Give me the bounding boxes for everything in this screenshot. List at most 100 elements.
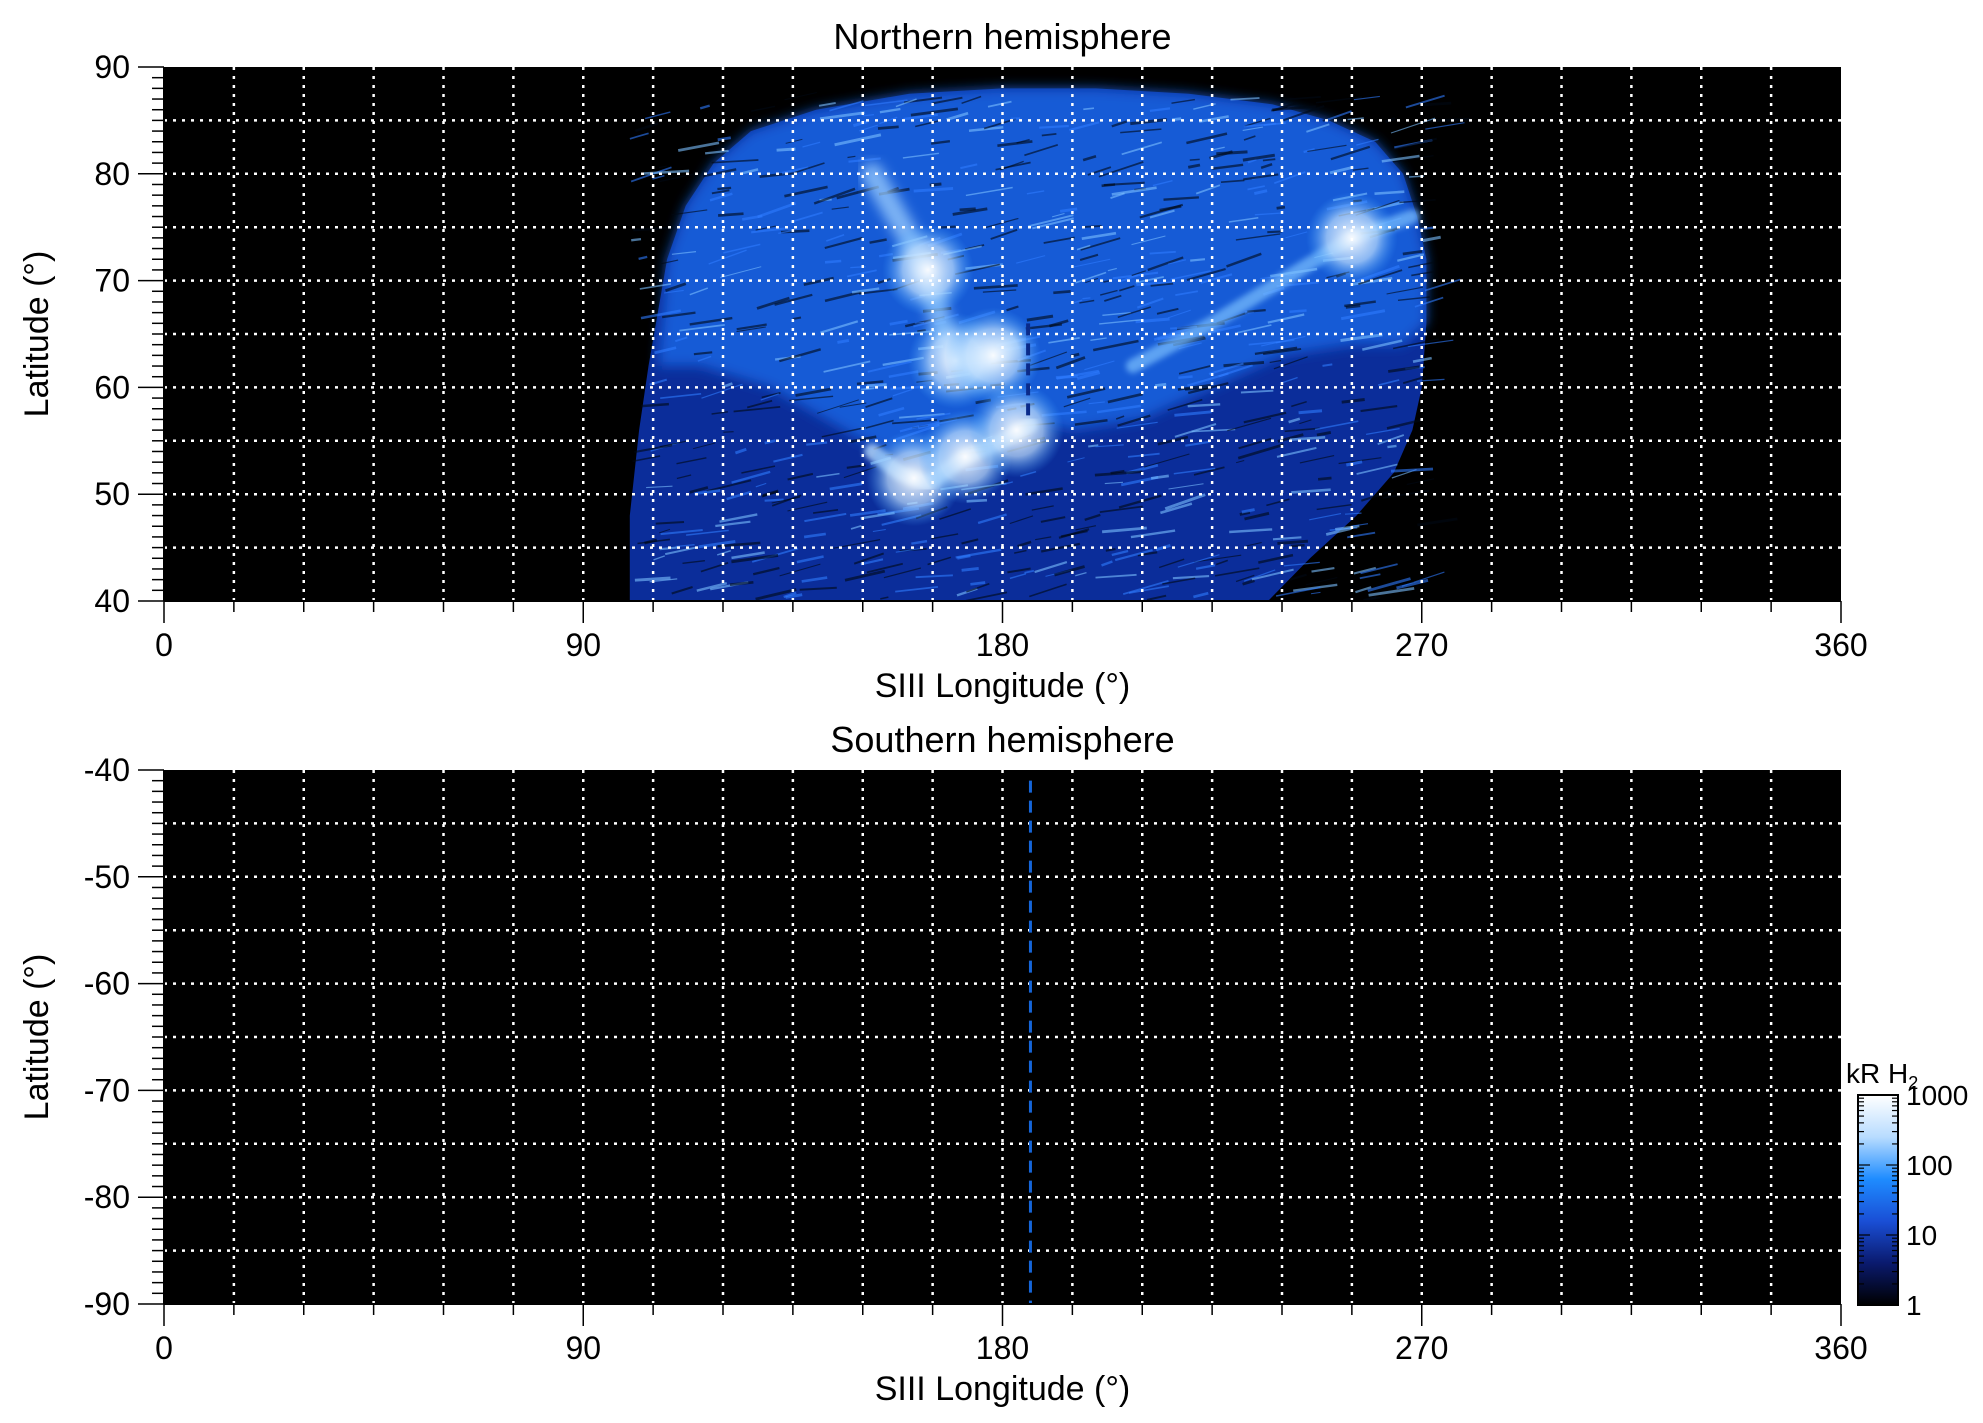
- emission-streak: [1299, 455, 1335, 464]
- emission-streak: [781, 166, 809, 175]
- emission-streak: [1102, 312, 1131, 316]
- emission-streak: [799, 586, 837, 591]
- emission-streak: [1325, 110, 1352, 122]
- emission-streak: [675, 544, 695, 548]
- emission-streak: [1027, 214, 1074, 228]
- emission-streak: [784, 185, 828, 198]
- emission-streak: [634, 444, 673, 454]
- emission-streak: [676, 474, 692, 480]
- emission-streak: [1220, 179, 1245, 184]
- emission-streak: [1356, 463, 1398, 475]
- emission-streak: [659, 440, 690, 448]
- emission-streak: [1098, 161, 1144, 178]
- bright-spot: [882, 224, 974, 316]
- emission-streak: [1390, 137, 1437, 152]
- emission-streak: [641, 402, 669, 408]
- emission-streak: [1358, 269, 1403, 286]
- emission-streak: [1075, 571, 1087, 577]
- colorbar-label-main: kR H: [1846, 1058, 1908, 1089]
- emission-streak: [1386, 418, 1423, 430]
- emission-streak: [1213, 146, 1225, 151]
- emission-streak: [965, 186, 1013, 197]
- emission-streak: [812, 509, 839, 514]
- emission-streak: [817, 399, 859, 414]
- emission-streak: [1228, 216, 1259, 223]
- emission-streak: [1289, 573, 1307, 581]
- emission-streak: [880, 596, 889, 600]
- emission-streak: [1049, 319, 1069, 328]
- emission-streak: [717, 186, 732, 191]
- emission-streak: [1115, 415, 1125, 420]
- emission-streak: [671, 251, 697, 255]
- x-tick-label: 270: [1395, 627, 1448, 663]
- emission-streak: [911, 539, 928, 545]
- emission-streak: [1229, 528, 1273, 534]
- emission-streak: [693, 351, 713, 356]
- emission-streak: [632, 455, 661, 463]
- emission-streak: [846, 269, 877, 278]
- emission-streak: [987, 100, 1012, 108]
- emission-streak: [1405, 94, 1445, 109]
- emission-streak: [1173, 467, 1216, 475]
- emission-streak: [1149, 209, 1175, 219]
- emission-streak: [1120, 128, 1162, 134]
- emission-streak: [1082, 297, 1091, 300]
- emission-streak: [1080, 237, 1121, 251]
- emission-streak: [1191, 428, 1236, 433]
- emission-streak: [982, 289, 1017, 293]
- emission-streak: [1048, 337, 1080, 344]
- emission-streak: [1187, 372, 1229, 387]
- emission-streak: [794, 162, 825, 174]
- emission-streak: [717, 541, 761, 548]
- emission-streak: [689, 316, 733, 326]
- emission-streak: [1099, 505, 1143, 513]
- emission-streak: [1254, 212, 1281, 216]
- emission-streak: [677, 141, 720, 152]
- emission-streak: [1236, 324, 1272, 334]
- emission-streak: [1273, 356, 1308, 370]
- y-tick-label: 40: [94, 583, 130, 619]
- emission-streak: [1193, 591, 1209, 599]
- emission-streak: [634, 576, 671, 582]
- emission-streak: [1238, 437, 1272, 450]
- emission-streak: [959, 207, 976, 212]
- colorbar-ticks: 1 10 100 1000: [1858, 1080, 1968, 1321]
- emission-streak: [1322, 363, 1333, 367]
- emission-streak: [1099, 319, 1142, 325]
- emission-streak: [968, 126, 1004, 133]
- emission-streak: [872, 528, 886, 533]
- emission-streak: [750, 105, 776, 112]
- emission-streak: [1214, 567, 1260, 577]
- emission-streak: [804, 512, 847, 523]
- emission-streak: [852, 120, 868, 128]
- emission-streak: [1009, 573, 1027, 580]
- emission-streak: [844, 569, 886, 582]
- emission-streak: [1374, 190, 1405, 195]
- emission-streak: [1158, 558, 1185, 569]
- emission-streak: [966, 583, 990, 593]
- emission-streak: [1162, 577, 1196, 585]
- north-emission-map: [629, 88, 1471, 601]
- emission-streak: [1189, 158, 1200, 161]
- emission-streak: [729, 581, 754, 586]
- y-tick-label: -70: [84, 1072, 130, 1108]
- emission-streak: [1130, 529, 1176, 539]
- emission-streak: [1163, 196, 1199, 201]
- emission-streak: [1066, 387, 1106, 399]
- emission-streak: [1092, 339, 1139, 352]
- emission-streak: [1096, 404, 1141, 414]
- emission-streak: [1367, 577, 1411, 593]
- emission-streak: [1242, 153, 1276, 162]
- emission-streak: [1193, 554, 1242, 563]
- emission-streak: [902, 152, 939, 159]
- colorbar-label: kR H2: [1846, 1058, 1918, 1093]
- x-tick-label: 270: [1395, 1330, 1448, 1366]
- emission-streak: [1356, 138, 1379, 146]
- emission-streak: [1174, 423, 1217, 438]
- emission-streak: [1340, 309, 1386, 321]
- emission-streak: [638, 255, 648, 261]
- emission-streak: [1029, 583, 1067, 598]
- emission-streak: [1100, 289, 1118, 296]
- emission-streak: [1195, 184, 1221, 195]
- emission-streak: [736, 323, 767, 331]
